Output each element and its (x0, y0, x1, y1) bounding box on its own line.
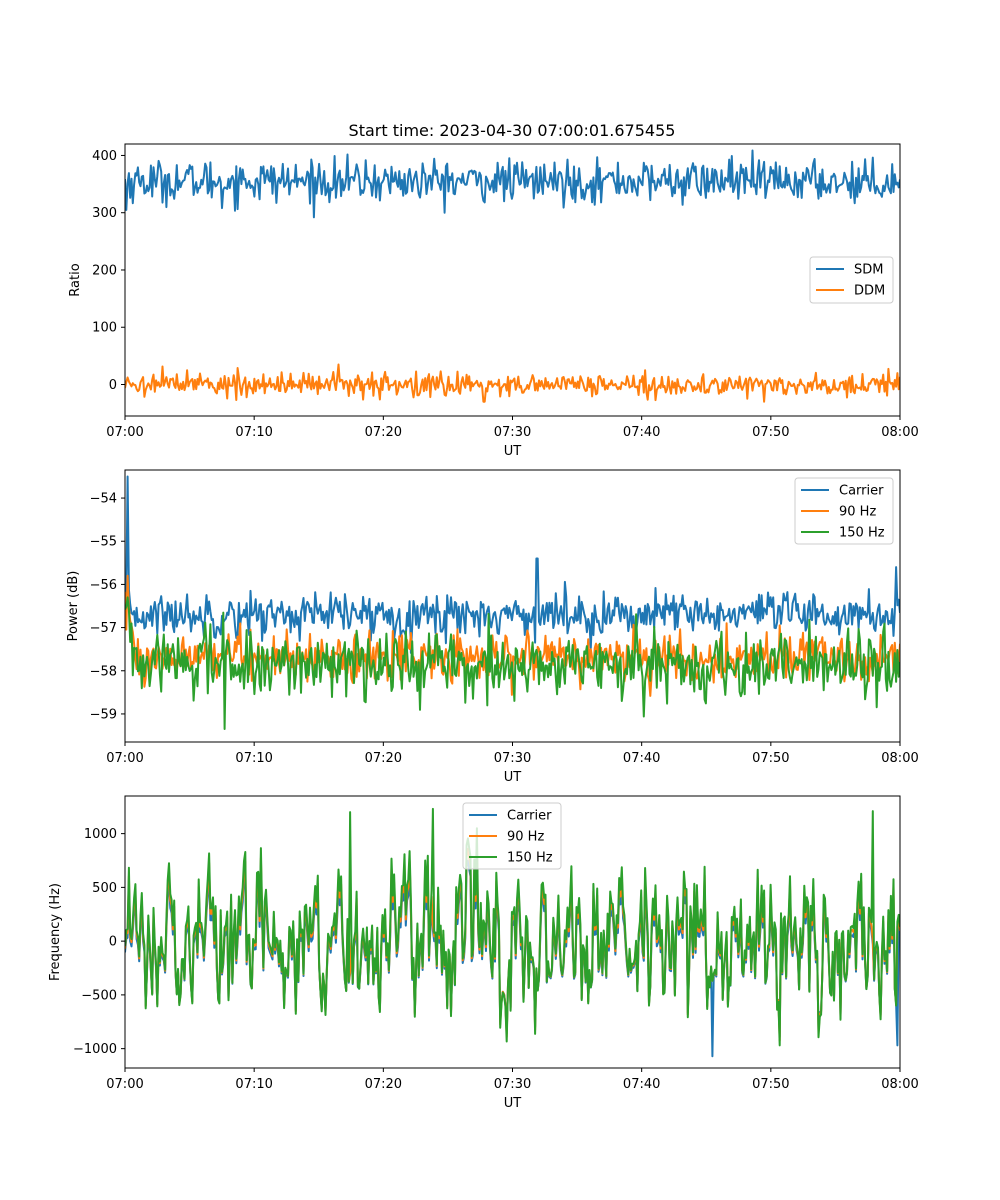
legend-label: SDM (854, 263, 883, 278)
y-tick-label: −59 (90, 707, 117, 722)
x-axis-label: UT (504, 1096, 522, 1111)
legend-label: Carrier (839, 484, 884, 499)
y-tick-label: 500 (92, 881, 117, 896)
y-tick-label: −57 (90, 621, 117, 636)
x-tick-label: 08:00 (881, 751, 918, 766)
legend: Carrier 90 Hz 150 Hz (794, 477, 894, 545)
x-tick-label: 07:20 (365, 1077, 402, 1092)
x-axis-label: UT (504, 444, 522, 459)
x-tick-label: 07:10 (235, 751, 272, 766)
y-tick-label: 0 (109, 378, 117, 393)
x-tick-label: 07:40 (623, 1077, 660, 1092)
x-tick-label: 07:40 (623, 425, 660, 440)
y-axis-label: Frequency (Hz) (48, 883, 63, 981)
y-tick-label: 100 (92, 321, 117, 336)
x-tick-label: 07:10 (235, 425, 272, 440)
series-line-sdm (125, 149, 900, 219)
x-tick-label: 08:00 (881, 1077, 918, 1092)
y-tick-label: 400 (92, 149, 117, 164)
y-tick-label: 1000 (84, 827, 117, 842)
x-tick-label: 07:50 (752, 425, 789, 440)
x-tick-label: 08:00 (881, 425, 918, 440)
y-tick-label: −54 (90, 492, 117, 507)
x-tick-label: 07:10 (235, 1077, 272, 1092)
legend-label: 90 Hz (839, 505, 876, 520)
y-axis-label: Power (dB) (66, 571, 81, 642)
legend: SDM DDM (809, 256, 894, 304)
y-tick-label: 300 (92, 206, 117, 221)
legend-label: 150 Hz (839, 526, 885, 541)
subplot-1: 07:00 07:10 07:20 07:30 07:40 07:50 08:00 0 100 2… (68, 143, 919, 459)
x-tick-label: 07:00 (106, 1077, 143, 1092)
x-tick-label: 07:50 (752, 751, 789, 766)
series-line-150-hz (125, 596, 900, 730)
y-tick-label: −500 (81, 988, 117, 1003)
series-line-carrier (125, 475, 900, 654)
y-tick-label: −56 (90, 578, 117, 593)
series-line-150-hz (125, 807, 900, 1047)
x-tick-label: 07:20 (365, 751, 402, 766)
legend-label: DDM (854, 284, 885, 299)
legend: Carrier 90 Hz 150 Hz (462, 802, 562, 870)
chart-title: Start time: 2023-04-30 07:00:01.675455 (349, 121, 676, 140)
legend-label: 150 Hz (507, 851, 553, 866)
legend-box (794, 477, 894, 545)
subplot-2: 07:00 07:10 07:20 07:30 07:40 07:50 08:00 −59 −5… (66, 469, 919, 785)
x-tick-label: 07:30 (494, 1077, 531, 1092)
x-tick-label: 07:00 (106, 425, 143, 440)
x-tick-label: 07:40 (623, 751, 660, 766)
y-tick-label: −58 (90, 664, 117, 679)
x-tick-label: 07:50 (752, 1077, 789, 1092)
y-axis-label: Ratio (68, 263, 83, 296)
legend-label: Carrier (507, 809, 552, 824)
series-line-ddm (125, 363, 900, 403)
y-tick-label: −55 (90, 535, 117, 550)
x-tick-label: 07:20 (365, 425, 402, 440)
y-tick-label: −1000 (73, 1042, 117, 1057)
x-tick-label: 07:30 (494, 751, 531, 766)
y-tick-label: 200 (92, 263, 117, 278)
subplot-3: 07:00 07:10 07:20 07:30 07:40 07:50 08:00 −1000… (48, 795, 919, 1111)
legend-box (462, 802, 562, 870)
y-tick-label: 0 (109, 935, 117, 950)
legend-label: 90 Hz (507, 830, 544, 845)
x-axis-label: UT (504, 770, 522, 785)
x-tick-label: 07:00 (106, 751, 143, 766)
x-tick-label: 07:30 (494, 425, 531, 440)
